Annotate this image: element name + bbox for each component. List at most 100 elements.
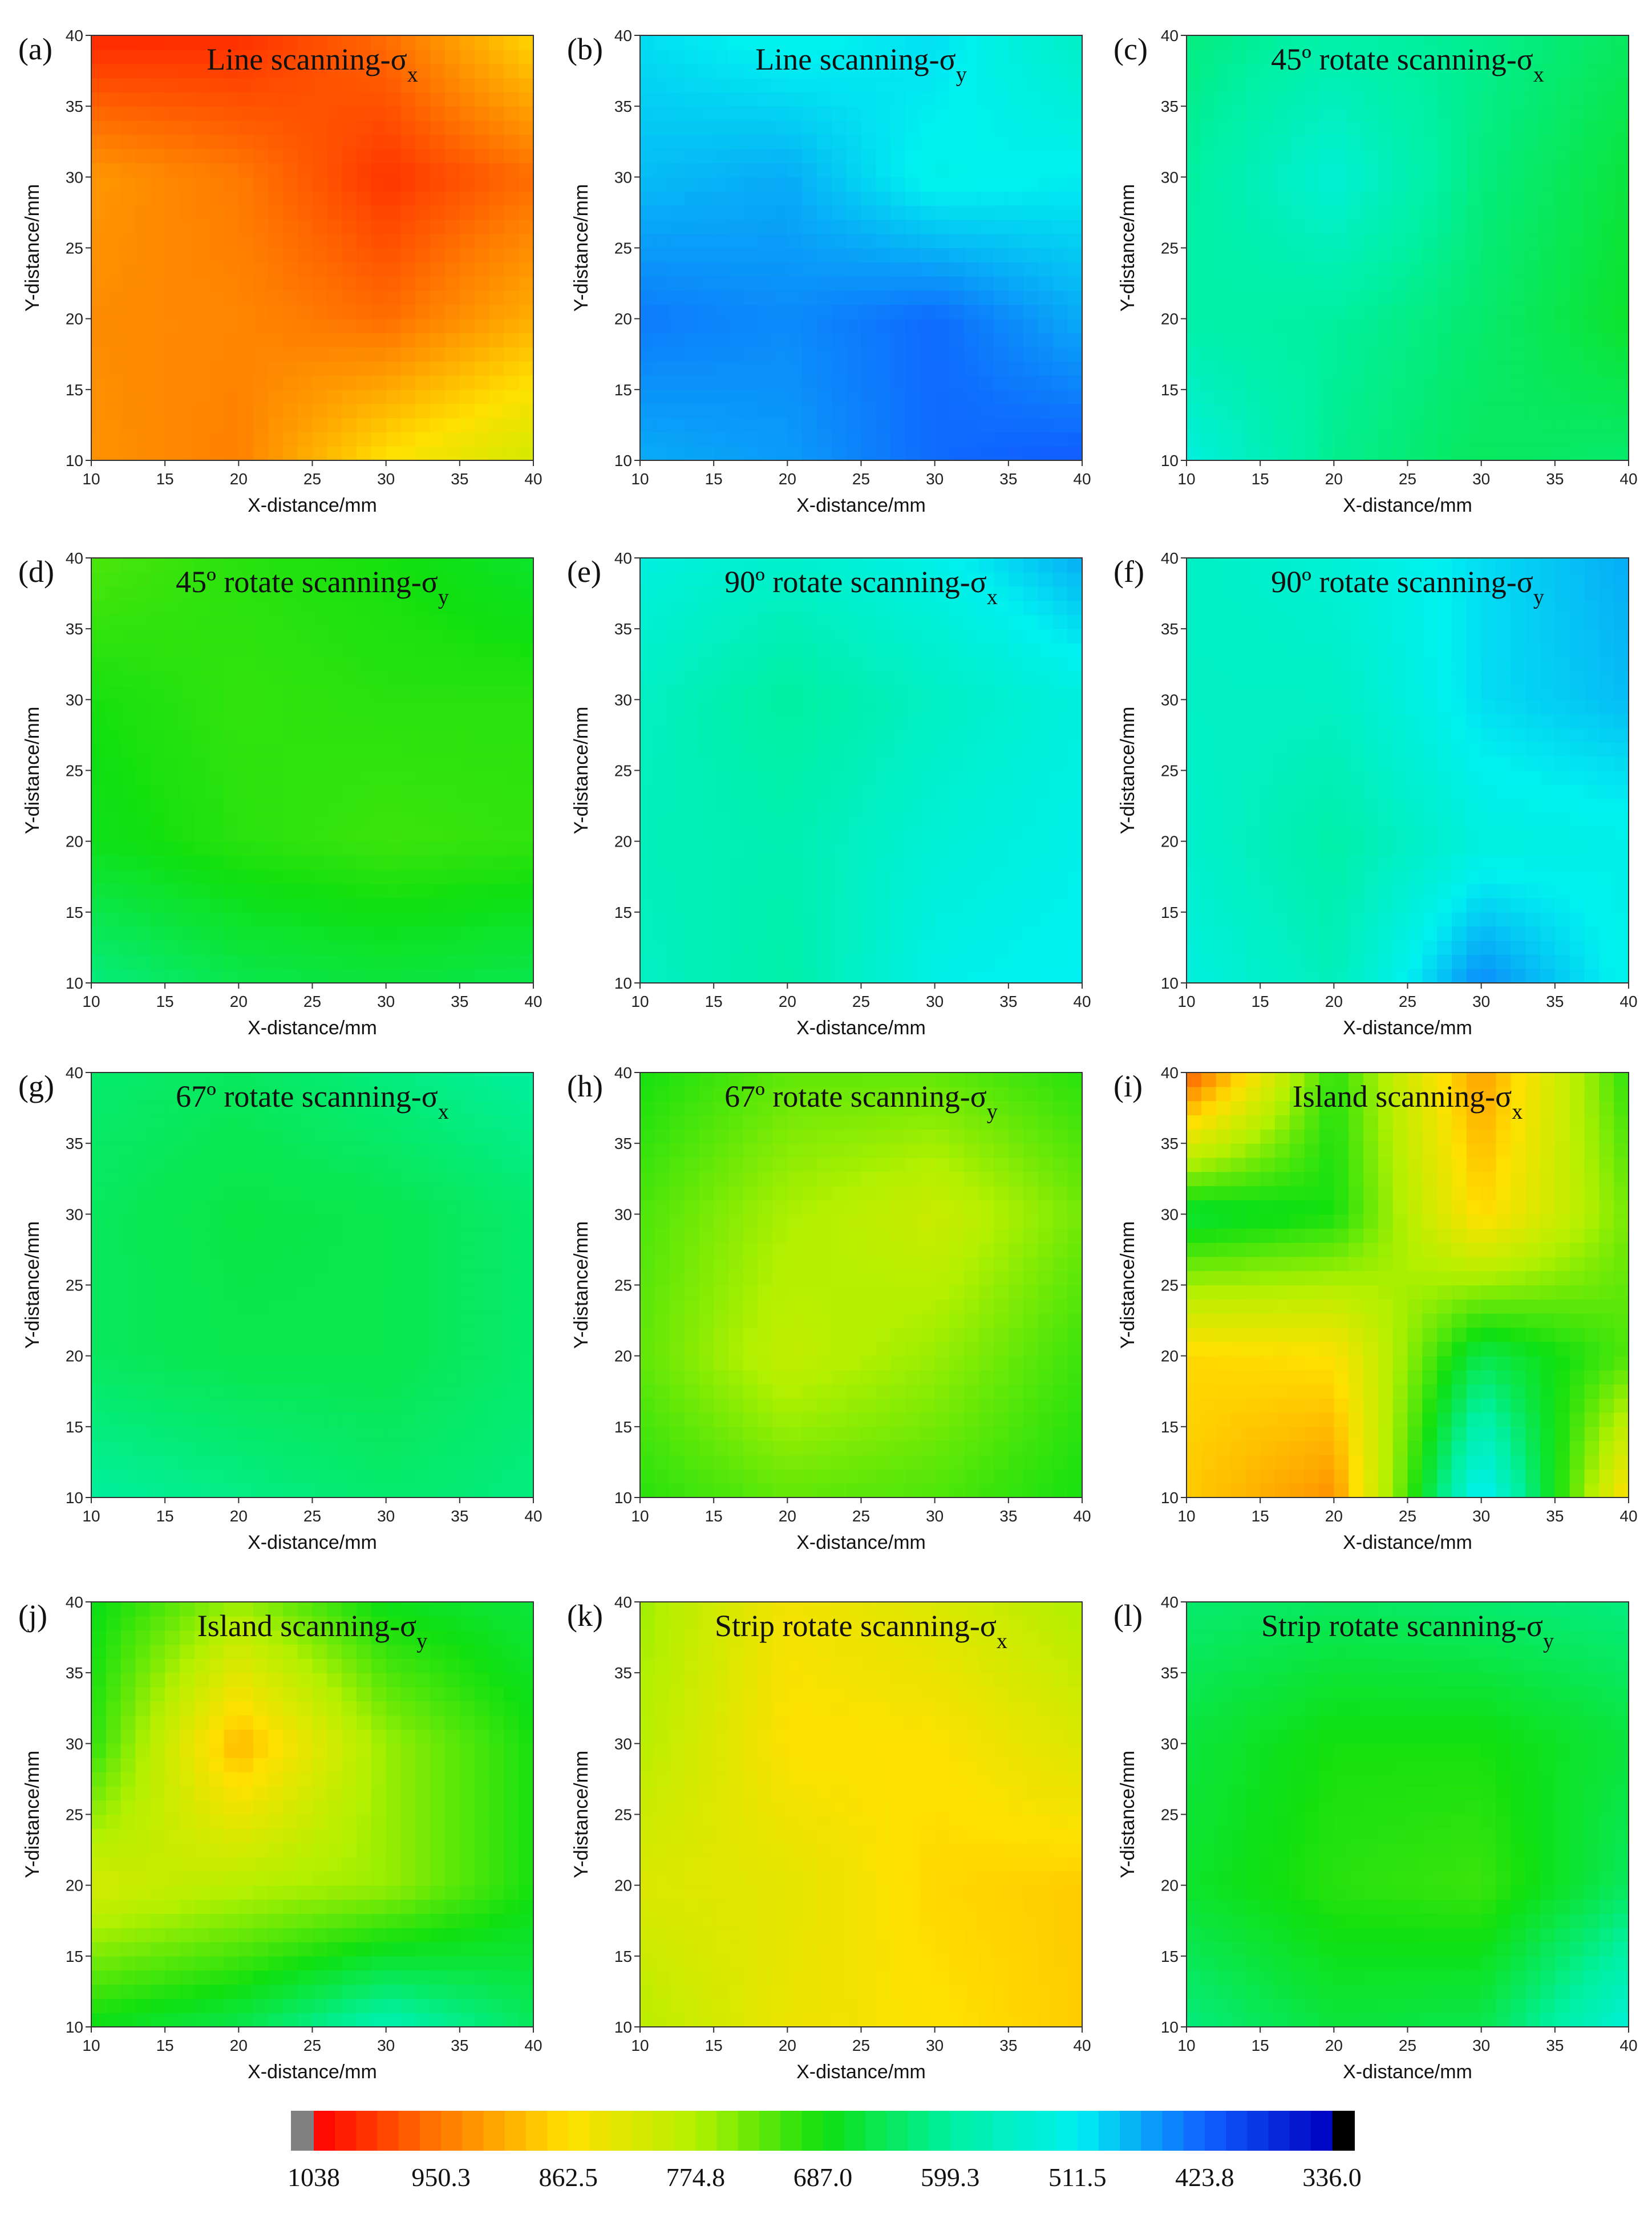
heat-cell bbox=[787, 643, 803, 658]
heat-cell bbox=[1496, 248, 1511, 262]
heat-cell bbox=[238, 784, 254, 799]
heat-cell bbox=[180, 290, 195, 305]
heat-cell bbox=[802, 219, 817, 234]
heat-cell bbox=[920, 558, 936, 573]
heat-cell bbox=[934, 276, 950, 291]
heat-cell bbox=[357, 884, 372, 898]
heat-cell bbox=[489, 784, 504, 799]
heat-cell bbox=[1245, 361, 1261, 376]
heat-cell bbox=[1407, 347, 1423, 362]
heat-cell bbox=[743, 92, 759, 107]
heat-cell bbox=[1008, 898, 1024, 913]
heat-cell bbox=[1304, 827, 1320, 842]
heat-cell bbox=[415, 233, 431, 249]
heat-cell bbox=[1466, 432, 1482, 447]
heat-cell bbox=[876, 657, 891, 672]
heat-cell bbox=[994, 389, 1009, 404]
heat-cell bbox=[758, 191, 774, 206]
heat-cell bbox=[1392, 841, 1408, 856]
heat-cell bbox=[817, 432, 832, 447]
heat-cell bbox=[817, 205, 832, 220]
heat-cell bbox=[1437, 869, 1452, 884]
heat-cell bbox=[1496, 361, 1511, 376]
heat-cell bbox=[386, 361, 402, 376]
heat-cell bbox=[1334, 262, 1349, 277]
heat-cell bbox=[743, 572, 759, 587]
heat-cell bbox=[876, 572, 891, 587]
heat-cell bbox=[1569, 163, 1585, 177]
heat-cell bbox=[846, 614, 862, 629]
heat-cell bbox=[876, 276, 891, 291]
heat-cell bbox=[194, 148, 210, 164]
heat-cell bbox=[504, 685, 519, 700]
heat-cell bbox=[1363, 318, 1379, 334]
heat-cell bbox=[920, 770, 936, 785]
heat-cell bbox=[728, 756, 744, 771]
heat-cell bbox=[684, 671, 699, 686]
heat-cell bbox=[180, 884, 195, 898]
heat-cell bbox=[758, 318, 774, 334]
heat-cell bbox=[846, 106, 862, 121]
heat-cell bbox=[905, 276, 921, 291]
heat-cell bbox=[297, 333, 313, 347]
heat-cell bbox=[430, 898, 446, 913]
heat-cell bbox=[934, 600, 950, 615]
heat-cell bbox=[934, 248, 950, 262]
heat-cell bbox=[1187, 418, 1202, 432]
heat-cell bbox=[297, 120, 313, 135]
heat-cell bbox=[743, 600, 759, 615]
heat-cell bbox=[1496, 389, 1511, 404]
x-axis-label: X-distance/mm bbox=[796, 495, 926, 516]
heat-cell bbox=[1275, 177, 1290, 192]
heat-cell bbox=[831, 219, 847, 234]
heat-cell bbox=[964, 629, 979, 643]
heat-cell bbox=[342, 63, 357, 79]
heat-cell bbox=[964, 120, 979, 135]
heat-cell bbox=[312, 276, 327, 291]
heat-cell bbox=[1378, 347, 1394, 362]
heat-cell bbox=[802, 954, 817, 969]
heat-cell bbox=[120, 912, 136, 927]
heat-cell bbox=[728, 163, 744, 177]
heat-cell bbox=[194, 432, 210, 447]
heat-cell bbox=[120, 49, 136, 64]
heat-cell bbox=[1067, 940, 1083, 955]
heat-cell bbox=[831, 855, 847, 870]
heat-cell bbox=[1511, 912, 1526, 927]
heat-cell bbox=[949, 134, 965, 149]
heat-cell bbox=[1599, 92, 1614, 107]
heat-cell bbox=[1216, 898, 1232, 913]
heat-cell bbox=[1525, 926, 1541, 941]
heat-cell bbox=[802, 770, 817, 785]
heat-cell bbox=[640, 262, 655, 277]
heat-cell bbox=[1008, 177, 1024, 192]
heat-cell bbox=[327, 432, 342, 447]
heat-cell bbox=[106, 233, 122, 249]
heat-cell bbox=[415, 969, 431, 983]
heat-cell bbox=[831, 869, 847, 884]
heat-cell bbox=[787, 403, 803, 419]
heat-cell bbox=[1349, 177, 1364, 192]
heat-cell bbox=[120, 333, 136, 347]
heat-cell bbox=[415, 318, 431, 334]
heat-cell bbox=[1407, 375, 1423, 390]
heat-cell bbox=[684, 586, 699, 601]
heat-cell bbox=[1540, 219, 1556, 234]
heat-cell bbox=[1260, 318, 1276, 334]
heat-cell bbox=[831, 120, 847, 135]
heat-cell bbox=[1437, 163, 1452, 177]
heat-cell bbox=[1304, 855, 1320, 870]
heat-cell bbox=[684, 898, 699, 913]
heat-cell bbox=[1407, 418, 1423, 432]
heat-cell bbox=[728, 290, 744, 305]
heat-cell bbox=[253, 742, 269, 757]
heat-cell bbox=[699, 855, 714, 870]
heat-cell bbox=[1304, 35, 1320, 50]
heat-cell bbox=[1260, 375, 1276, 390]
heat-cell bbox=[876, 714, 891, 728]
heat-cell bbox=[1275, 262, 1290, 277]
heat-cell bbox=[1319, 35, 1334, 50]
heat-cell bbox=[1481, 262, 1497, 277]
heat-cell bbox=[224, 205, 239, 220]
heat-cell bbox=[1569, 120, 1585, 135]
